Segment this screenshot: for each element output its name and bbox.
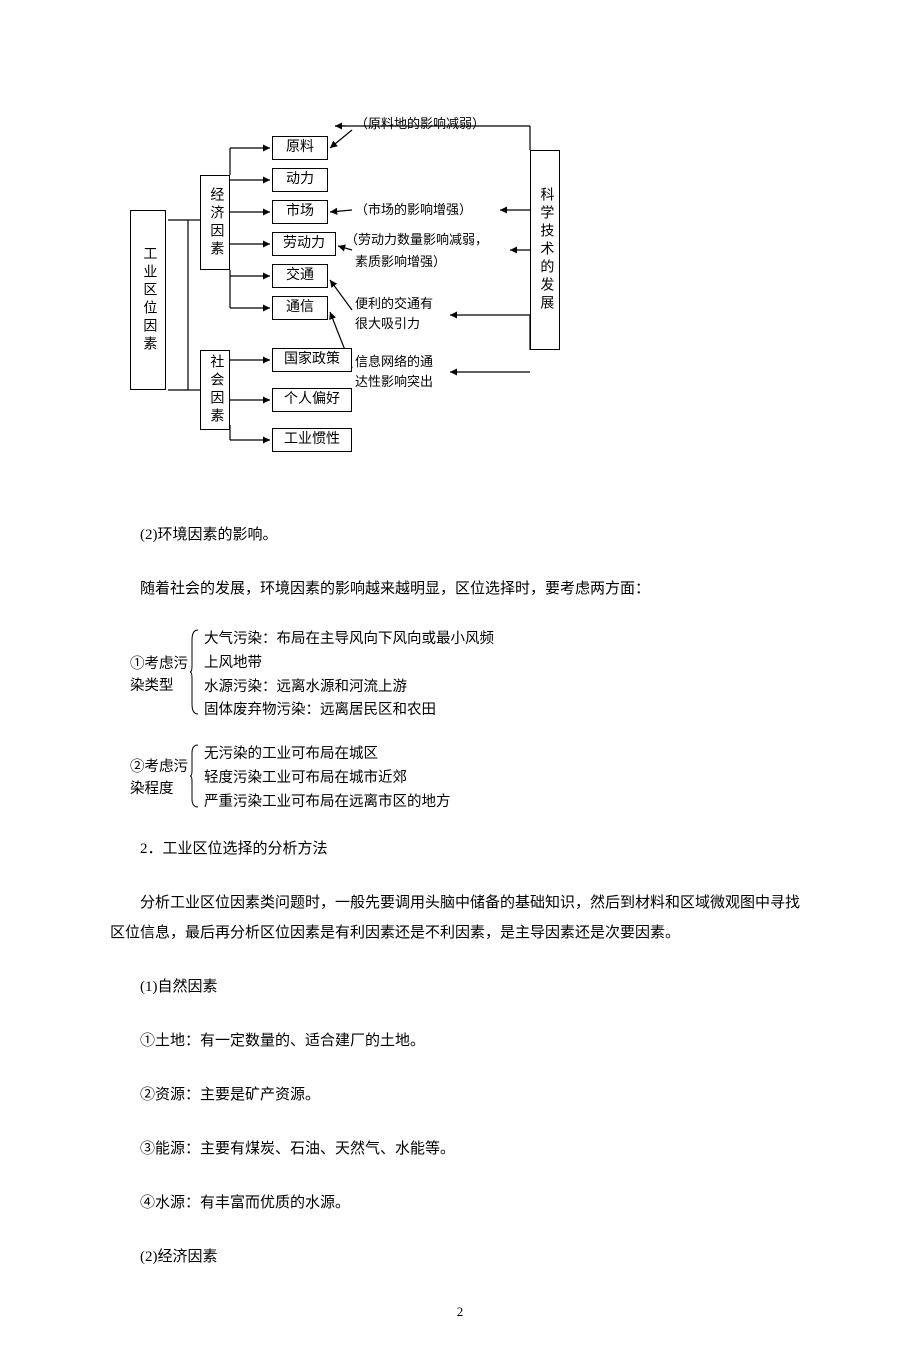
brace1-line: 水源污染：远离水源和河流上游 (204, 676, 494, 700)
annot-trans2: 很大吸引力 (355, 316, 420, 333)
para-natural-heading: (1)自然因素 (110, 972, 810, 1002)
brace2-label: ②考虑污 染程度 (130, 743, 190, 814)
annot-raw: （原料地的影响减弱） (355, 116, 485, 133)
para-energy: ③能源：主要有煤炭、石油、天然气、水能等。 (110, 1134, 810, 1164)
brace-pollution-type: ①考虑污 染类型 大气污染：布局在主导风向下风向或最小风频 上风地带 水源污染：… (130, 628, 810, 723)
brace2-label-l1: ②考虑污 (130, 757, 188, 779)
brace2-bracket (190, 743, 200, 814)
brace1-label-l1: ①考虑污 (130, 654, 188, 676)
brace1-line: 大气污染：布局在主导风向下风向或最小风频 (204, 628, 494, 652)
node-comm: 通信 (272, 296, 328, 320)
node-trans: 交通 (272, 264, 328, 288)
para-method-heading: 2．工业区位选择的分析方法 (110, 834, 810, 864)
para-resource: ②资源：主要是矿产资源。 (110, 1080, 810, 1110)
para-water: ④水源：有丰富而优质的水源。 (110, 1188, 810, 1218)
node-pref: 个人偏好 (272, 388, 352, 412)
node-policy: 国家政策 (272, 348, 352, 372)
node-root: 工业区位因素 (130, 210, 166, 390)
annot-comm1: 信息网络的通 (355, 354, 433, 371)
para-env-intro: 随着社会的发展，环境因素的影响越来越明显，区位选择时，要考虑两方面： (110, 574, 810, 604)
annot-trans1: 便利的交通有 (355, 296, 433, 313)
para-env-heading: (2)环境因素的影响。 (110, 520, 810, 550)
node-soc: 社会因素 (200, 350, 230, 430)
node-econ: 经济因素 (200, 175, 230, 270)
node-inertia: 工业惯性 (272, 428, 352, 452)
brace2-line: 轻度污染工业可布局在城市近郊 (204, 767, 451, 791)
node-raw: 原料 (272, 136, 328, 160)
brace1-label: ①考虑污 染类型 (130, 628, 190, 723)
annot-comm2: 达性影响突出 (355, 374, 433, 391)
para-land: ①土地：有一定数量的、适合建厂的土地。 (110, 1026, 810, 1056)
annot-labor2: 素质影响增强） (355, 254, 446, 271)
brace1-line: 固体废弃物污染：远离居民区和农田 (204, 699, 494, 723)
para-econ-heading: (2)经济因素 (110, 1242, 810, 1272)
page: 工业区位因素 经济因素 社会因素 原料 动力 市场 劳动力 交通 通信 国家政策… (0, 0, 920, 1363)
node-power: 动力 (272, 168, 328, 192)
brace2-line: 无污染的工业可布局在城区 (204, 743, 451, 767)
page-number: 2 (110, 1302, 810, 1323)
brace-pollution-degree: ②考虑污 染程度 无污染的工业可布局在城区 轻度污染工业可布局在城市近郊 严重污… (130, 743, 810, 814)
brace1-label-l2: 染类型 (130, 676, 188, 698)
brace2-content: 无污染的工业可布局在城区 轻度污染工业可布局在城市近郊 严重污染工业可布局在远离… (204, 743, 451, 814)
location-factors-diagram: 工业区位因素 经济因素 社会因素 原料 动力 市场 劳动力 交通 通信 国家政策… (130, 110, 570, 490)
brace1-line: 上风地带 (204, 652, 494, 676)
brace1-bracket (190, 628, 200, 723)
node-labor: 劳动力 (272, 232, 336, 256)
brace1-content: 大气污染：布局在主导风向下风向或最小风频 上风地带 水源污染：远离水源和河流上游… (204, 628, 494, 723)
node-market: 市场 (272, 200, 328, 224)
annot-market: （市场的影响增强） (355, 202, 472, 219)
para-method-body: 分析工业区位因素类问题时，一般先要调用头脑中储备的基础知识，然后到材料和区域微观… (110, 888, 810, 948)
brace2-line: 严重污染工业可布局在远离市区的地方 (204, 791, 451, 815)
node-tech: 科学技术的发展 (530, 150, 560, 350)
annot-labor1: （劳动力数量影响减弱， (345, 232, 488, 249)
brace2-label-l2: 染程度 (130, 779, 188, 801)
